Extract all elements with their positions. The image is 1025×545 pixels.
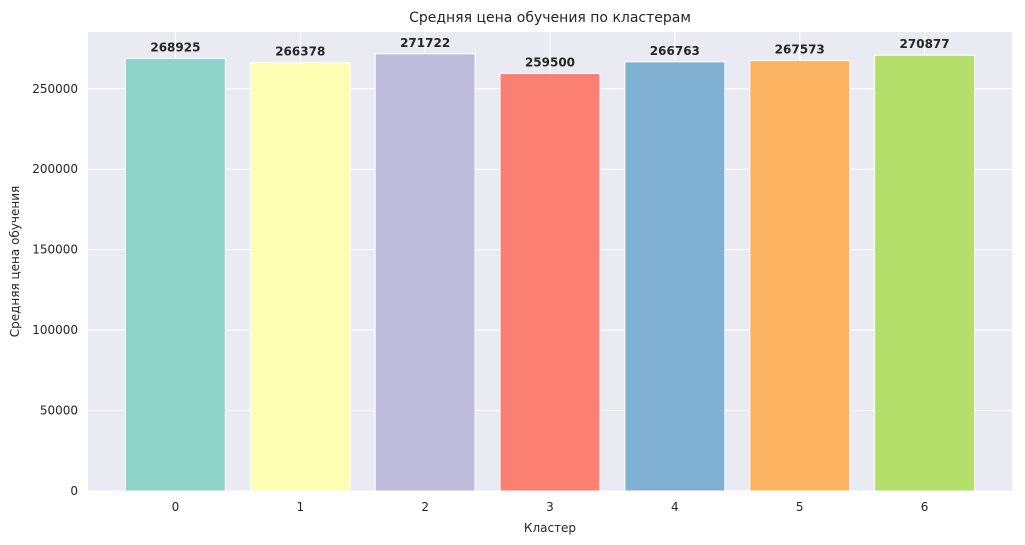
bar-cluster-2 bbox=[374, 53, 476, 492]
bar-cluster-5 bbox=[749, 60, 851, 492]
bar-value-label: 267573 bbox=[775, 43, 825, 57]
bar-cluster-4 bbox=[624, 61, 726, 492]
y-tick-label: 250000 bbox=[32, 82, 78, 96]
bar-cluster-0 bbox=[124, 57, 226, 492]
x-tick-label: 6 bbox=[921, 500, 929, 514]
value-labels: 268925 266378 271722 259500 266763 267573 2708… bbox=[150, 36, 949, 70]
x-tick-label: 4 bbox=[671, 500, 679, 514]
bar-value-label: 271722 bbox=[400, 36, 450, 50]
y-axis-label: Средняя цена обучения bbox=[8, 186, 22, 338]
x-tick-label: 2 bbox=[421, 500, 429, 514]
bar-value-label: 268925 bbox=[150, 40, 200, 54]
y-tick-label: 0 bbox=[70, 484, 78, 498]
x-tick-label: 5 bbox=[796, 500, 804, 514]
x-axis-ticks: 0 1 2 3 4 5 6 bbox=[172, 500, 929, 514]
bar-value-label: 270877 bbox=[900, 37, 950, 51]
bar-cluster-6 bbox=[874, 54, 976, 492]
y-tick-label: 150000 bbox=[32, 243, 78, 257]
y-axis-ticks: 0 50000 100000 150000 200000 250000 bbox=[32, 82, 78, 498]
x-axis-label: Кластер bbox=[524, 521, 576, 535]
y-tick-label: 200000 bbox=[32, 162, 78, 176]
bar-value-label: 266763 bbox=[650, 44, 700, 58]
bar-value-label: 266378 bbox=[275, 44, 325, 58]
bar-cluster-1 bbox=[249, 61, 351, 492]
bar-value-label: 259500 bbox=[525, 56, 575, 70]
x-tick-label: 1 bbox=[296, 500, 304, 514]
chart-title: Средняя цена обучения по кластерам bbox=[409, 10, 691, 26]
x-tick-label: 3 bbox=[546, 500, 554, 514]
y-tick-label: 50000 bbox=[40, 404, 78, 418]
bars bbox=[124, 53, 976, 492]
bar-cluster-3 bbox=[499, 73, 601, 492]
y-tick-label: 100000 bbox=[32, 323, 78, 337]
x-tick-label: 0 bbox=[172, 500, 180, 514]
